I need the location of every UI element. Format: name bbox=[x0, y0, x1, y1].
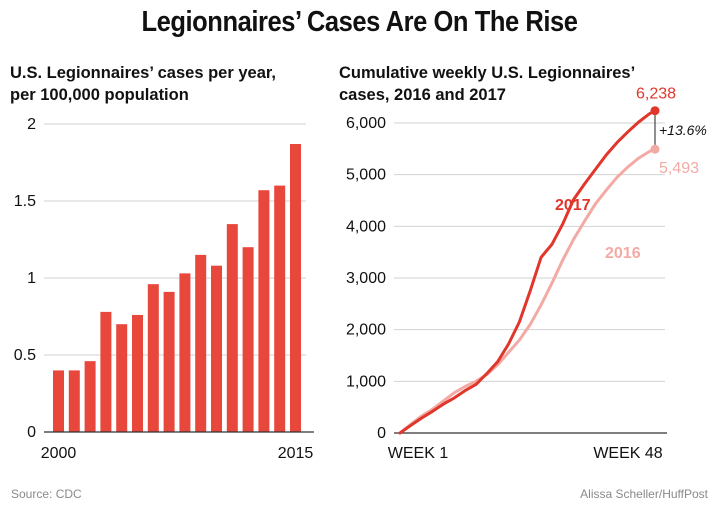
bar-y-tick-label: 0.5 bbox=[14, 347, 36, 364]
page-title: Legionnaires’ Cases Are On The Rise bbox=[141, 6, 578, 38]
bar-2009 bbox=[195, 254, 207, 432]
line-y-tick-label: 1,000 bbox=[346, 373, 386, 390]
bar-2003 bbox=[100, 311, 112, 432]
series-2016-label: 2016 bbox=[605, 245, 641, 262]
bar-chart-title-line-2: per 100,000 population bbox=[10, 86, 189, 104]
bar-chart-title: U.S. Legionnaires’ cases per year, per 1… bbox=[10, 62, 310, 106]
bar-2005 bbox=[132, 314, 143, 432]
bar-y-tick-label: 2 bbox=[27, 116, 36, 133]
bar-y-tick-label: 1 bbox=[27, 270, 36, 287]
bar-chart-title-line-1: U.S. Legionnaires’ cases per year, bbox=[10, 64, 276, 82]
bar-2012 bbox=[242, 247, 254, 432]
line-y-tick-label: 4,000 bbox=[346, 218, 386, 235]
source-note: Source: CDC bbox=[11, 487, 82, 501]
line-x-tick-label: WEEK 1 bbox=[388, 445, 449, 462]
series-2017-line bbox=[398, 109, 657, 435]
bar-2002 bbox=[84, 361, 96, 432]
bar-2015 bbox=[290, 144, 301, 432]
bar-2004 bbox=[116, 324, 128, 432]
bar-x-tick-label: 2000 bbox=[41, 445, 77, 462]
series-2017-end-point bbox=[650, 106, 660, 116]
bar-y-tick-label: 0 bbox=[27, 424, 36, 441]
series-2017-label: 2017 bbox=[555, 197, 591, 214]
series-2017-end-label: 6,238 bbox=[636, 86, 676, 103]
series-2016-end-point bbox=[650, 144, 660, 154]
bar-2000 bbox=[53, 370, 64, 432]
bar-y-tick-label: 1.5 bbox=[14, 193, 36, 210]
bar-2010 bbox=[211, 265, 222, 432]
bar-2011 bbox=[226, 224, 238, 432]
line-y-tick-label: 2,000 bbox=[346, 322, 386, 339]
line-y-tick-label: 0 bbox=[377, 425, 386, 442]
percent-change-annotation: +13.6% bbox=[659, 122, 707, 138]
line-chart-title: Cumulative weekly U.S. Legionnaires’ cas… bbox=[339, 62, 679, 106]
bar-2001 bbox=[68, 370, 80, 432]
bar-x-tick-label: 2015 bbox=[278, 445, 314, 462]
line-x-tick-label: WEEK 48 bbox=[593, 445, 662, 462]
bar-2014 bbox=[274, 185, 286, 432]
line-y-tick-label: 3,000 bbox=[346, 270, 386, 287]
line-y-tick-label: 6,000 bbox=[346, 115, 386, 132]
bar-2006 bbox=[147, 284, 159, 432]
line-y-tick-label: 5,000 bbox=[346, 167, 386, 184]
bar-2007 bbox=[163, 291, 175, 432]
line-chart-title-line-1: Cumulative weekly U.S. Legionnaires’ bbox=[339, 64, 636, 82]
credit-note: Alissa Scheller/HuffPost bbox=[580, 487, 708, 501]
bar-2008 bbox=[179, 273, 191, 432]
line-chart-title-line-2: cases, 2016 and 2017 bbox=[339, 86, 506, 104]
series-2016-end-label: 5,493 bbox=[659, 160, 699, 177]
series-2016-line bbox=[398, 147, 657, 435]
bar-2013 bbox=[258, 190, 270, 432]
